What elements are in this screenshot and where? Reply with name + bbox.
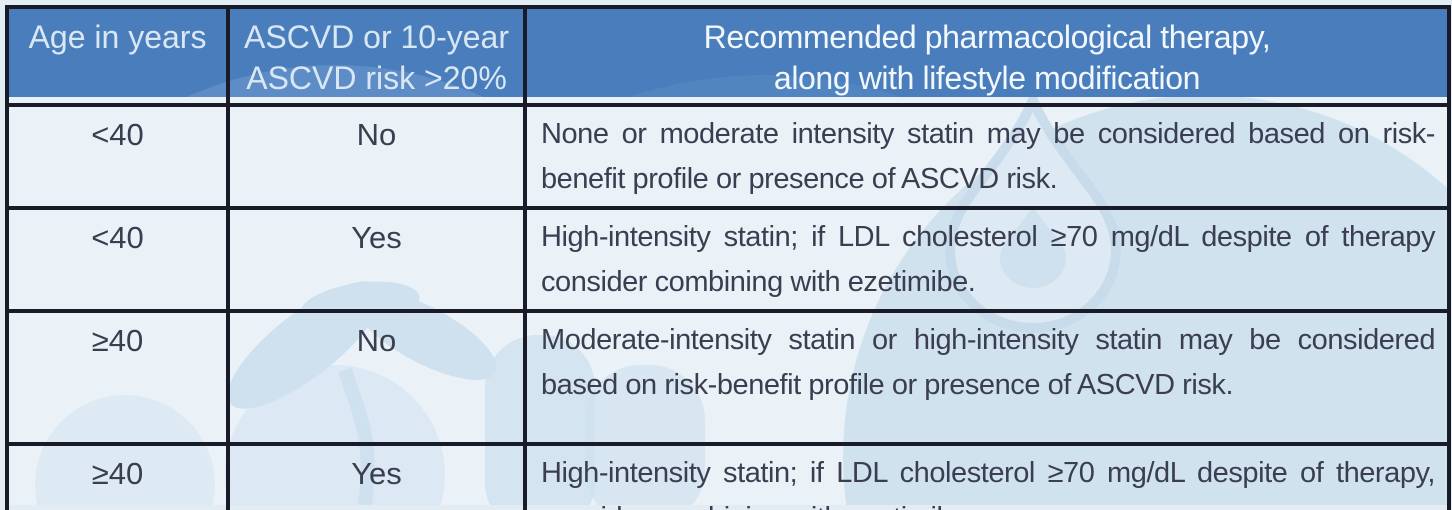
therapy-cell: Moderate-intensity statin or high-intens…: [523, 309, 1451, 446]
age-cell: <40: [5, 103, 230, 210]
column-header-age: Age in years: [5, 5, 230, 107]
therapy-cell: High-intensity statin; if LDL cholestero…: [523, 442, 1451, 510]
age-cell: ≥40: [5, 309, 230, 446]
age-cell: <40: [5, 206, 230, 313]
risk-cell: Yes: [226, 442, 527, 510]
risk-cell: No: [226, 103, 527, 210]
header-row: Age in years ASCVD or 10-year ASCVD risk…: [5, 5, 1451, 107]
table-row: ≥40 Yes High-intensity statin; if LDL ch…: [5, 442, 1451, 510]
table-row: <40 Yes High-intensity statin; if LDL ch…: [5, 206, 1451, 313]
therapy-cell: High-intensity statin; if LDL cholestero…: [523, 206, 1451, 313]
column-header-therapy-line2: along with lifestyle modification: [773, 60, 1201, 96]
therapy-recommendation-table: Age in years ASCVD or 10-year ASCVD risk…: [5, 5, 1451, 510]
column-header-ascvd-risk: ASCVD or 10-year ASCVD risk >20%: [226, 5, 527, 107]
risk-cell: Yes: [226, 206, 527, 313]
table-row: <40 No None or moderate intensity statin…: [5, 103, 1451, 210]
risk-cell: No: [226, 309, 527, 446]
therapy-cell: None or moderate intensity statin may be…: [523, 103, 1451, 210]
column-header-therapy: Recommended pharmacological therapy, alo…: [523, 5, 1451, 107]
table-row: ≥40 No Moderate-intensity statin or high…: [5, 309, 1451, 446]
table-canvas: Age in years ASCVD or 10-year ASCVD risk…: [5, 5, 1451, 510]
age-cell: ≥40: [5, 442, 230, 510]
column-header-therapy-line1: Recommended pharmacological therapy,: [703, 19, 1271, 55]
